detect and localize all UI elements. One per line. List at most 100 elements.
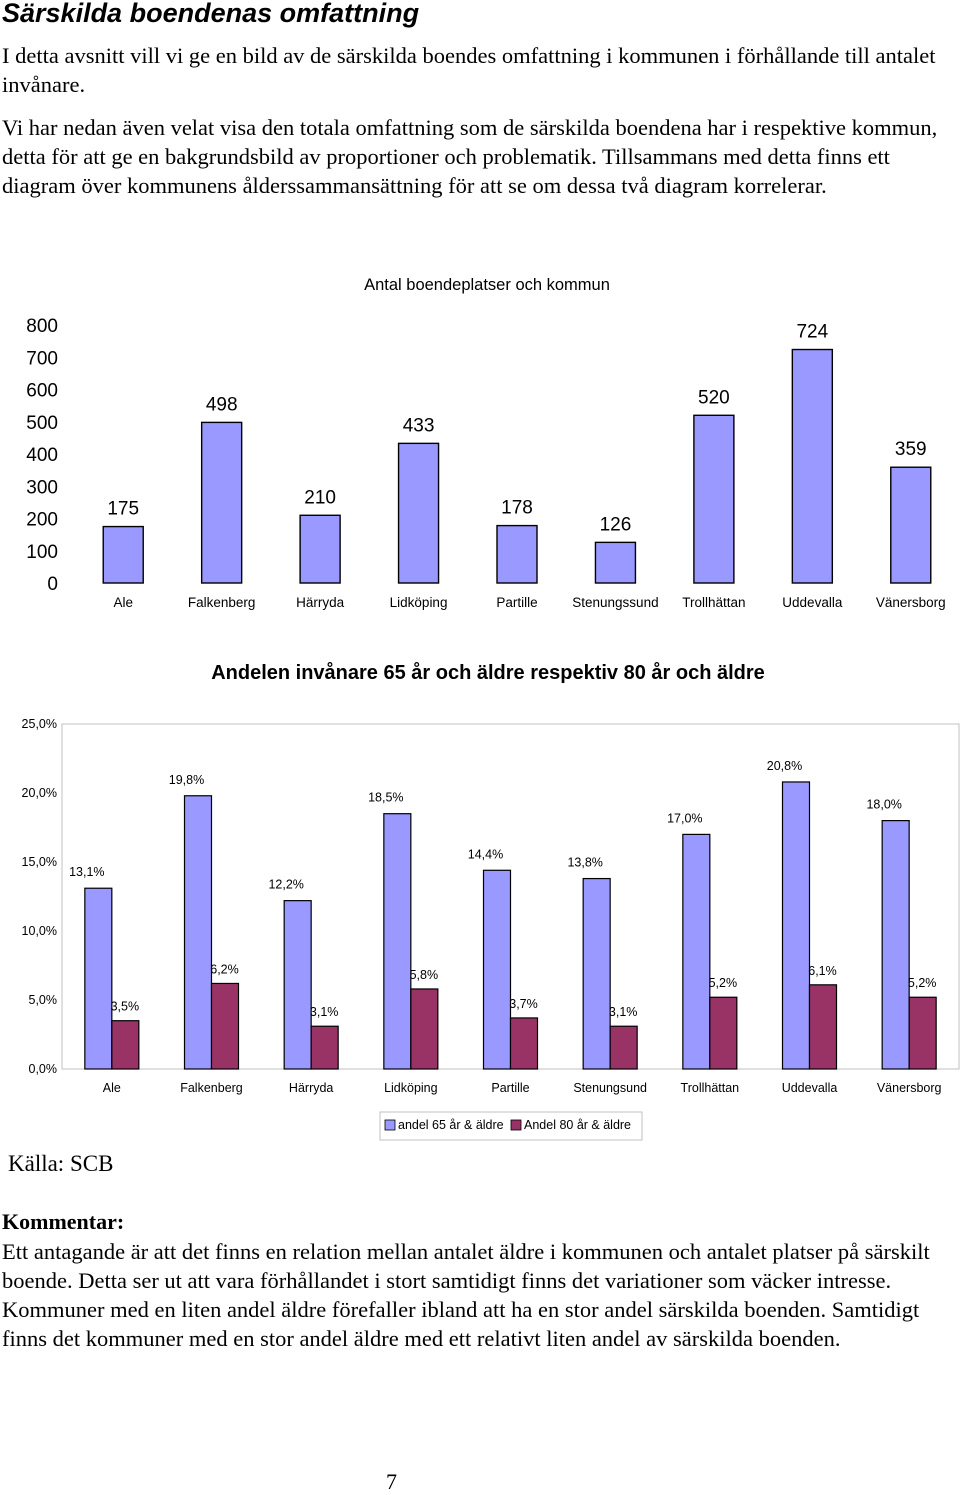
data-label: 6,1% — [808, 964, 837, 978]
source-label: Källa: SCB — [8, 1151, 114, 1176]
intro-paragraph-1: I detta avsnitt vill vi ge en bild av de… — [2, 43, 936, 97]
data-label: 18,0% — [866, 798, 901, 812]
bar-65 — [881, 820, 910, 1070]
x-tick-label: Trollhättan — [681, 1081, 740, 1095]
bar — [496, 524, 538, 584]
chart-title: Andelen invånare 65 år och äldre respekt… — [211, 661, 765, 684]
bar — [594, 541, 637, 584]
data-label: 5,8% — [410, 968, 439, 982]
x-tick-label: Lidköping — [384, 1081, 438, 1095]
x-tick-label: Vänersborg — [877, 1081, 942, 1095]
chart-boendeplatser-svg: Antal boendeplatser och kommun 0 100 200 30… — [26, 276, 946, 610]
bar-65 — [383, 813, 412, 1070]
x-tick-label: Partille — [496, 595, 537, 610]
y-tick-label: 5,0% — [29, 993, 58, 1007]
x-tick-label: Härryda — [296, 595, 345, 610]
bar — [299, 514, 341, 584]
y-tick-label: 15,0% — [22, 855, 57, 869]
x-tick-label: Uddevalla — [782, 1081, 838, 1095]
data-label: 724 — [796, 322, 828, 343]
page-number: 7 — [386, 1469, 397, 1494]
data-label: 520 — [698, 387, 730, 408]
bar-65 — [183, 795, 213, 1070]
y-tick-label: 400 — [26, 445, 58, 466]
bar-80 — [509, 1017, 539, 1070]
x-tick-label: Falkenberg — [180, 1081, 243, 1095]
bar-65 — [84, 887, 113, 1070]
x-tick-label: Stenungsund — [573, 1081, 647, 1095]
x-tick-label: Lidköping — [390, 595, 448, 610]
y-tick-label: 0,0% — [29, 1062, 58, 1076]
comment-text: Ett antagande är att det finns en relati… — [2, 1239, 930, 1351]
bar-80 — [908, 996, 937, 1070]
data-label: 175 — [107, 499, 139, 520]
data-label: 14,4% — [468, 847, 503, 861]
y-tick-label: 10,0% — [22, 924, 57, 938]
intro-paragraph-2: Vi har nedan även velat visa den totala … — [2, 115, 938, 198]
x-tick-label: Ale — [103, 1081, 121, 1095]
y-tick-label: 200 — [26, 510, 58, 531]
bar — [397, 442, 440, 584]
bar-80 — [609, 1025, 638, 1070]
chart-boendeplatser: Antal boendeplatser och kommun 0 100 200 30… — [0, 260, 960, 625]
data-label: 210 — [304, 487, 336, 508]
data-label: 5,2% — [709, 976, 738, 990]
data-label: 5,2% — [908, 976, 937, 990]
x-tick-label: Stenungssund — [572, 595, 658, 610]
data-label: 3,5% — [111, 1000, 140, 1014]
data-label: 3,1% — [609, 1005, 638, 1019]
legend-swatch-65 — [384, 1119, 396, 1131]
bar-80 — [111, 1020, 140, 1070]
bar-80 — [410, 988, 439, 1070]
bar-80 — [808, 984, 838, 1070]
legend: andel 65 år & äldre Andel 80 år & äldre — [379, 1111, 643, 1141]
bar — [102, 525, 144, 584]
data-label: 3,1% — [310, 1005, 339, 1019]
bar-65 — [283, 900, 312, 1070]
y-tick-label: 600 — [26, 381, 58, 402]
x-tick-label: Vänersborg — [876, 595, 946, 610]
chart-title: Antal boendeplatser och kommun — [364, 276, 610, 294]
data-label: 498 — [206, 394, 238, 415]
legend-swatch-80 — [510, 1119, 522, 1131]
data-label: 178 — [501, 498, 533, 519]
y-tick-label: 0 — [47, 574, 58, 595]
data-label: 13,8% — [567, 856, 602, 870]
data-label: 17,0% — [667, 811, 702, 825]
chart-andel-aldre-svg: Andelen invånare 65 år och äldre respekt… — [22, 661, 960, 1141]
data-label: 18,5% — [368, 791, 403, 805]
legend-label-65: andel 65 år & äldre — [398, 1118, 504, 1132]
comment-title: Kommentar: — [2, 1209, 125, 1234]
bar-65 — [582, 877, 611, 1070]
y-tick-label: 20,0% — [22, 786, 57, 800]
chart-andel-aldre: Andelen invånare 65 år och äldre respekt… — [0, 650, 960, 1150]
y-tick-label: 25,0% — [22, 717, 57, 731]
legend-box — [379, 1111, 643, 1141]
data-label: 6,2% — [210, 962, 239, 976]
y-tick-label: 800 — [26, 316, 58, 337]
bar-80 — [310, 1025, 339, 1070]
x-tick-label: Falkenberg — [188, 595, 256, 610]
y-tick-label: 500 — [26, 413, 58, 434]
bar — [791, 348, 834, 584]
x-tick-label: Uddevalla — [782, 595, 843, 610]
data-label: 13,1% — [69, 865, 104, 879]
bar — [890, 466, 932, 584]
x-tick-label: Härryda — [289, 1081, 334, 1095]
bar-65 — [781, 781, 811, 1070]
data-label: 12,2% — [268, 878, 303, 892]
bar-80 — [210, 982, 240, 1070]
bar — [693, 414, 735, 584]
x-tick-label: Partille — [491, 1081, 529, 1095]
bar-65 — [682, 833, 711, 1070]
data-label: 359 — [895, 439, 927, 460]
y-tick-label: 700 — [26, 348, 58, 369]
y-tick-label: 100 — [26, 542, 58, 563]
y-tick-label: 300 — [26, 477, 58, 498]
data-label: 433 — [403, 415, 435, 436]
bar-80 — [709, 996, 738, 1070]
legend-label-80: Andel 80 år & äldre — [524, 1118, 631, 1132]
data-label: 126 — [600, 514, 632, 535]
data-label: 3,7% — [509, 997, 538, 1011]
data-label: 20,8% — [767, 759, 802, 773]
